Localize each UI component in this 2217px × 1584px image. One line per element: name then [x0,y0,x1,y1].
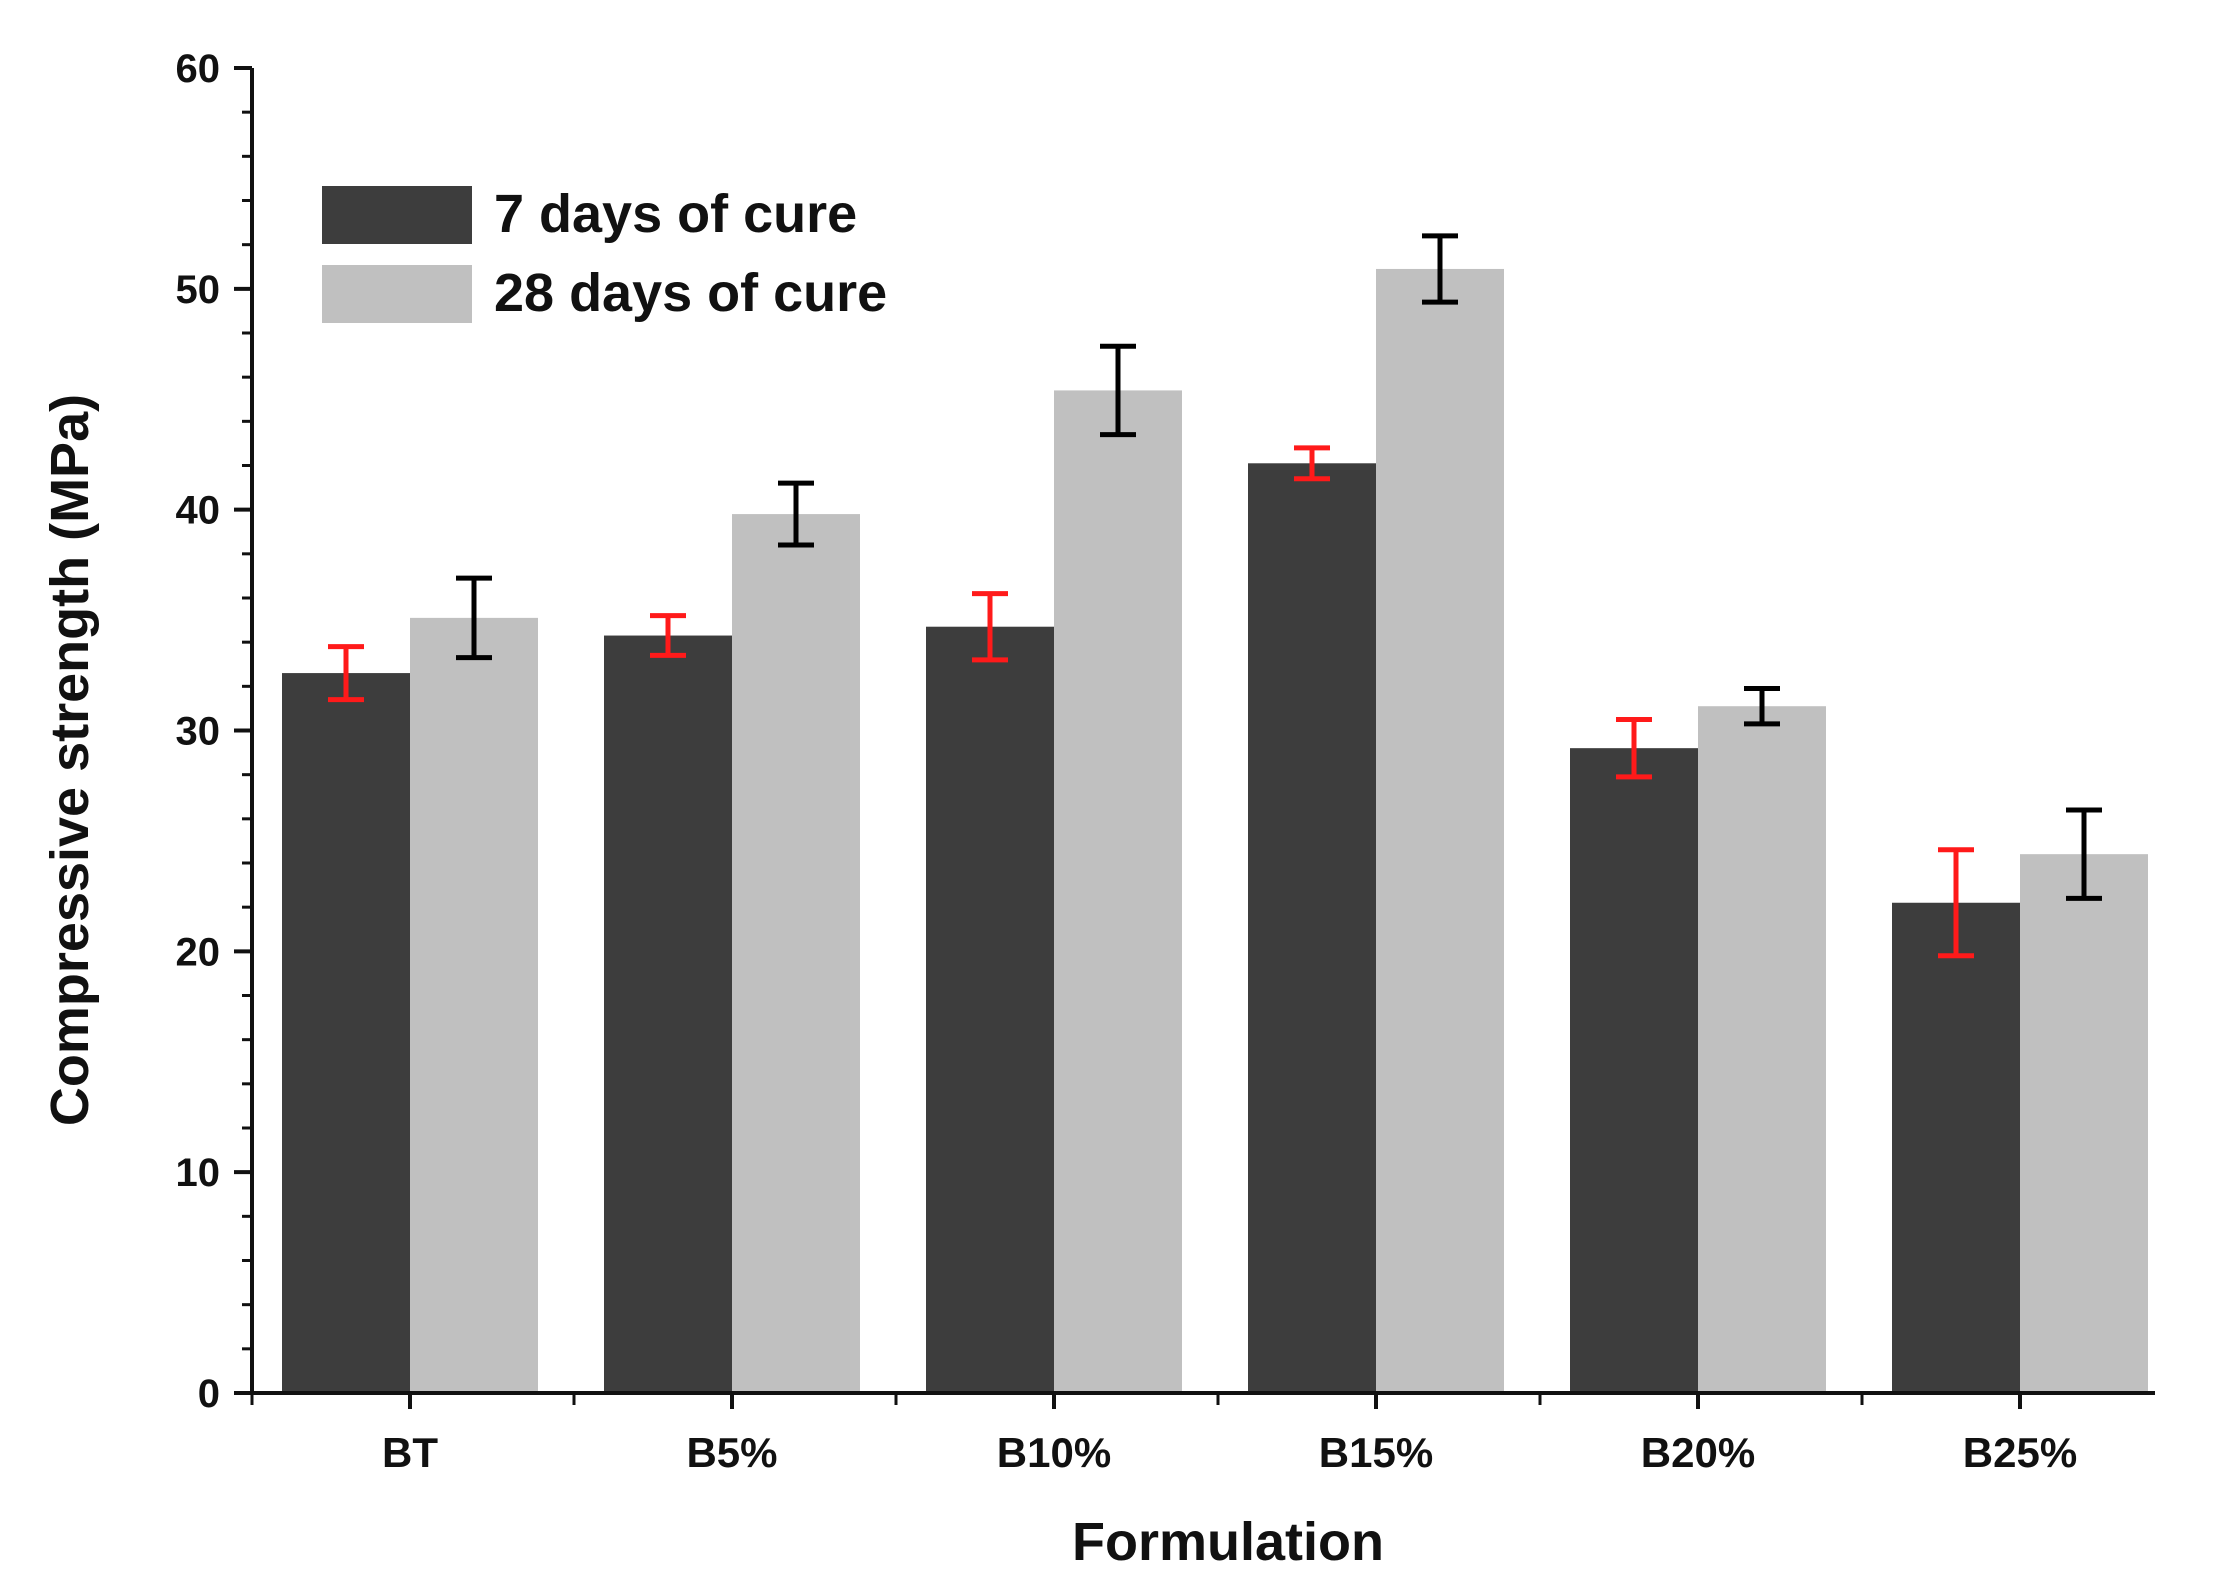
x-tick-label-bt: BT [382,1429,438,1476]
bar-b15pct-7-days-of-cure [1248,463,1376,1394]
error-bar-b5pct-28-days-of-cure [778,480,814,548]
bar-b20pct-28-days-of-cure [1698,706,1826,1393]
bar-b20pct-7-days-of-cure [1570,748,1698,1393]
error-bar-b5pct-7-days-of-cure [650,613,686,658]
legend-swatch-7-days [322,186,472,244]
y-tick-label-50: 50 [176,268,221,312]
y-tick-label-30: 30 [176,710,221,754]
legend-label-7-days: 7 days of cure [494,184,857,244]
x-tick-label-b5pct: B5% [686,1429,777,1476]
error-bar-b25pct-28-days-of-cure [2066,807,2102,901]
y-tick-label-60: 60 [176,47,221,91]
x-tick-label-b20pct: B20% [1641,1429,1755,1476]
y-tick-label-20: 20 [176,930,221,974]
bar-b10pct-28-days-of-cure [1054,390,1182,1394]
error-bar-b15pct-7-days-of-cure [1294,445,1330,482]
x-tick-label-b15pct: B15% [1319,1429,1433,1476]
y-tick-label-0: 0 [198,1372,220,1416]
x-axis-title: Formulation [1072,1512,1384,1572]
bar-b5pct-7-days-of-cure [604,635,732,1393]
bars-layer [282,268,2148,1394]
bar-b5pct-28-days-of-cure [732,514,860,1393]
y-axis-title: Compressive strength (MPa) [40,394,100,1126]
error-bar-bt-28-days-of-cure [456,575,492,661]
bar-b25pct-28-days-of-cure [2020,854,2148,1393]
error-bar-b20pct-7-days-of-cure [1616,716,1652,780]
bar-b10pct-7-days-of-cure [926,626,1054,1393]
y-tick-label-10: 10 [176,1151,221,1195]
error-bar-b25pct-7-days-of-cure [1938,847,1974,959]
bar-bt-7-days-of-cure [282,673,410,1393]
bar-b15pct-28-days-of-cure [1376,268,1504,1393]
y-tick-label-40: 40 [176,489,221,533]
error-bar-b10pct-28-days-of-cure [1100,343,1136,438]
legend-swatch-28-days [322,265,472,323]
x-tick-label-b10pct: B10% [997,1429,1111,1476]
error-bar-b20pct-28-days-of-cure [1744,686,1780,727]
error-bar-b15pct-28-days-of-cure [1422,233,1458,305]
y-ticks-layer: 0 10 20 30 40 50 60 [176,47,252,1416]
bar-bt-28-days-of-cure [410,617,538,1393]
error-bar-b10pct-7-days-of-cure [972,591,1008,663]
x-tick-label-b25pct: B25% [1963,1429,2077,1476]
legend-label-28-days: 28 days of cure [494,263,887,323]
error-bar-bt-7-days-of-cure [328,644,364,703]
error-bars-layer [328,233,2102,959]
bar-b25pct-7-days-of-cure [1892,902,2020,1393]
legend: 7 days of cure 28 days of cure [322,184,887,323]
x-ticks-layer: BT B5% B10% B15% B20% B25% [250,1393,2077,1476]
